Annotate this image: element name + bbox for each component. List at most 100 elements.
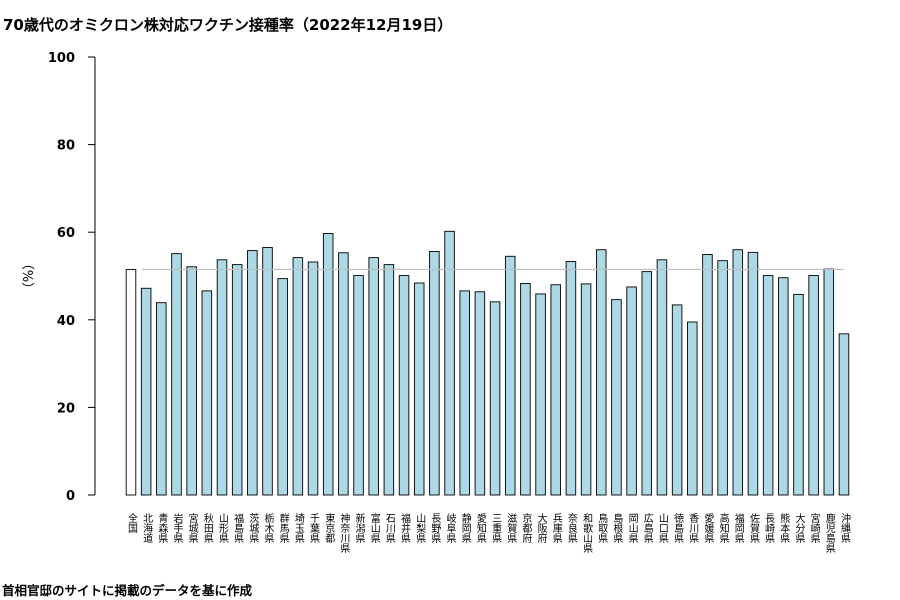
category-label: 青森県	[156, 512, 168, 544]
bar	[747, 251, 759, 496]
category-label: 島根県	[611, 512, 623, 544]
category-label: 栃木県	[262, 512, 274, 544]
bar	[186, 266, 197, 496]
bar	[732, 249, 744, 496]
category-label: 富山県	[368, 512, 380, 544]
category-label: 全国	[125, 512, 137, 534]
source-caption: 首相官邸のサイトに掲載のデータを基に作成	[2, 583, 253, 598]
bar	[535, 293, 546, 496]
y-axis: 0 20 40 60 80 100	[48, 51, 96, 504]
bar	[596, 249, 607, 496]
category-label: 熊本県	[778, 512, 790, 544]
y-axis-label: （%）	[22, 257, 37, 295]
bar	[398, 275, 410, 496]
category-label: 山梨県	[414, 513, 426, 544]
bar	[338, 252, 349, 496]
bar	[383, 264, 395, 496]
category-label: 石川県	[383, 513, 395, 544]
category-label: 埼玉県	[292, 512, 304, 544]
category-label: 岡山県	[626, 513, 638, 544]
y-tick-label: 0	[66, 489, 75, 504]
bar	[611, 299, 622, 496]
category-label: 山形県	[217, 513, 229, 544]
bar	[641, 271, 653, 496]
category-label: 岩手県	[171, 512, 183, 544]
category-label: 神奈川県	[338, 512, 350, 554]
bar	[429, 251, 440, 496]
category-label: 東京都	[323, 512, 335, 544]
category-label: 宮城県	[186, 512, 198, 544]
category-label: 佐賀県	[747, 513, 759, 544]
bar	[687, 321, 698, 496]
category-label: 福井県	[399, 512, 411, 544]
category-label: 高知県	[717, 512, 729, 544]
bar	[247, 250, 258, 496]
bar	[474, 291, 486, 496]
bar	[231, 264, 243, 496]
category-label: 千葉県	[308, 513, 320, 544]
category-label: 広島県	[641, 512, 653, 544]
category-label: 北海道	[141, 513, 153, 543]
bar	[838, 333, 850, 496]
category-label: 香川県	[687, 513, 699, 544]
category-label: 静岡県	[459, 512, 471, 544]
category-label: 新潟県	[353, 512, 365, 544]
category-label: 大阪府	[535, 512, 547, 544]
bar	[565, 261, 577, 496]
category-label: 滋賀県	[505, 512, 517, 544]
bar	[489, 301, 501, 496]
bar	[504, 255, 516, 496]
category-label: 福岡県	[732, 512, 744, 544]
bar	[262, 247, 273, 496]
bar	[793, 293, 804, 496]
y-tick-label: 40	[57, 314, 75, 329]
category-label: 兵庫県	[550, 512, 562, 544]
category-label: 沖縄県	[838, 512, 850, 544]
category-label: 愛媛県	[702, 512, 714, 544]
category-label: 愛知県	[474, 512, 486, 544]
bar	[292, 257, 304, 496]
category-label: 宮崎県	[808, 512, 820, 544]
category-label: 長崎県	[763, 513, 775, 544]
bar	[656, 259, 668, 496]
bar	[201, 290, 213, 496]
bar	[671, 304, 683, 496]
bar	[322, 233, 334, 496]
bar	[580, 283, 592, 496]
bar	[626, 286, 637, 496]
category-label: 大分県	[793, 512, 805, 544]
chart-title: 70歳代のオミクロン株対応ワクチン接種率（2022年12月19日）	[3, 16, 453, 34]
bar	[156, 302, 167, 496]
bar	[550, 284, 561, 496]
category-label: 三重県	[490, 513, 502, 544]
category-label: 福島県	[232, 512, 244, 544]
bar	[277, 278, 288, 496]
category-label: 鳥取県	[596, 512, 608, 544]
bars	[125, 230, 850, 496]
bar	[778, 277, 789, 496]
bar-national	[125, 268, 137, 496]
category-label: 群馬県	[277, 512, 289, 544]
y-tick-label: 80	[57, 139, 75, 154]
category-label: 奈良県	[565, 512, 577, 544]
bar	[808, 275, 819, 496]
bar	[140, 287, 152, 496]
category-label: 和歌山県	[581, 513, 593, 554]
category-label: 長野県	[429, 513, 441, 544]
y-tick-label: 20	[57, 401, 75, 416]
bar	[171, 253, 182, 496]
bar	[413, 282, 425, 496]
bar	[216, 259, 228, 496]
bar	[762, 275, 774, 496]
category-label: 山口県	[656, 513, 668, 544]
category-label: 鹿児島県	[823, 512, 835, 554]
category-labels: 全国 北海道 青森県 岩手県 宮城県 秋田県 山形県 福島県 茨城県 栃木県 群馬県 埼玉県 千葉県 東京…	[125, 512, 850, 554]
bar	[717, 260, 728, 496]
bar	[823, 268, 835, 496]
bar	[702, 254, 713, 496]
category-label: 京都府	[520, 512, 532, 544]
category-label: 茨城県	[247, 512, 259, 544]
bar	[520, 282, 531, 496]
bar	[368, 257, 379, 496]
